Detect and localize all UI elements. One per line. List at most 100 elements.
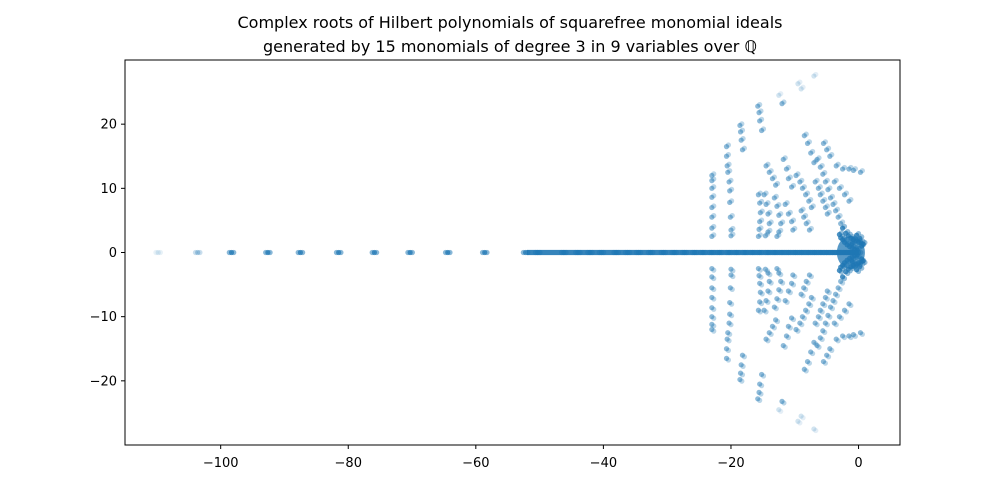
data-point bbox=[727, 188, 733, 194]
x-tick-label: −60 bbox=[462, 456, 489, 471]
data-point bbox=[768, 168, 774, 174]
data-point bbox=[765, 211, 771, 217]
data-point bbox=[822, 320, 828, 326]
data-point bbox=[757, 397, 763, 403]
data-point bbox=[783, 166, 790, 172]
data-point bbox=[295, 249, 301, 256]
data-point bbox=[689, 249, 695, 256]
data-point bbox=[808, 302, 814, 309]
data-point bbox=[711, 267, 717, 273]
data-point bbox=[824, 288, 830, 294]
data-point bbox=[725, 152, 732, 158]
data-point bbox=[806, 227, 813, 233]
data-point bbox=[711, 193, 717, 199]
data-point bbox=[838, 264, 844, 270]
data-point bbox=[808, 273, 814, 280]
data-point bbox=[709, 314, 715, 320]
data-point bbox=[374, 249, 380, 256]
data-point bbox=[711, 213, 717, 219]
data-point bbox=[537, 249, 543, 256]
data-point bbox=[758, 274, 764, 280]
data-point bbox=[832, 208, 839, 214]
data-point bbox=[820, 198, 826, 204]
data-point bbox=[800, 84, 806, 90]
data-point bbox=[810, 350, 816, 357]
data-point bbox=[800, 415, 806, 421]
data-point bbox=[622, 249, 629, 256]
data-point bbox=[832, 291, 839, 297]
data-point bbox=[757, 210, 763, 216]
data-point bbox=[822, 179, 828, 185]
data-point bbox=[796, 249, 803, 256]
data-point bbox=[778, 408, 784, 414]
data-point bbox=[405, 249, 411, 256]
data-point bbox=[782, 344, 788, 350]
data-point bbox=[805, 219, 811, 225]
data-point bbox=[709, 225, 715, 231]
data-point bbox=[755, 265, 762, 272]
data-point bbox=[757, 219, 763, 225]
data-point bbox=[787, 174, 793, 180]
data-point bbox=[769, 323, 776, 329]
data-point bbox=[821, 249, 828, 256]
data-point bbox=[727, 311, 733, 317]
data-point bbox=[782, 155, 788, 161]
data-point bbox=[563, 249, 569, 256]
data-point bbox=[835, 285, 841, 291]
data-point bbox=[694, 249, 700, 256]
data-point bbox=[747, 249, 754, 256]
data-point bbox=[763, 336, 769, 342]
data-point bbox=[758, 300, 765, 307]
data-point bbox=[763, 190, 769, 196]
data-point bbox=[520, 249, 526, 256]
data-point bbox=[763, 201, 769, 207]
data-point bbox=[801, 366, 807, 372]
data-point bbox=[723, 355, 730, 361]
data-point bbox=[760, 126, 767, 132]
data-point bbox=[827, 304, 834, 310]
data-point bbox=[793, 326, 799, 333]
data-point bbox=[596, 249, 602, 256]
data-point bbox=[737, 122, 743, 129]
data-point bbox=[820, 328, 826, 334]
data-point bbox=[738, 362, 744, 368]
data-point bbox=[711, 203, 717, 209]
data-point bbox=[778, 91, 784, 97]
data-point bbox=[726, 161, 732, 167]
data-point bbox=[585, 249, 591, 256]
data-point bbox=[859, 234, 865, 240]
data-point bbox=[808, 294, 814, 301]
data-point bbox=[633, 249, 639, 256]
data-point bbox=[835, 338, 841, 344]
data-point bbox=[709, 214, 715, 220]
data-point bbox=[758, 198, 765, 205]
data-point bbox=[815, 185, 821, 191]
data-point bbox=[827, 153, 833, 159]
data-point bbox=[830, 201, 836, 207]
data-point bbox=[862, 259, 868, 266]
data-point bbox=[847, 268, 853, 274]
data-point bbox=[799, 322, 805, 328]
data-point bbox=[798, 86, 804, 92]
data-point bbox=[797, 420, 803, 426]
data-point bbox=[770, 249, 776, 256]
data-point bbox=[830, 298, 836, 304]
data-point bbox=[803, 213, 809, 219]
data-point bbox=[801, 285, 807, 291]
data-point bbox=[797, 179, 803, 185]
data-point bbox=[790, 249, 796, 256]
data-point bbox=[758, 127, 765, 134]
data-point bbox=[806, 198, 812, 204]
data-point bbox=[798, 208, 804, 214]
data-point bbox=[764, 231, 770, 237]
data-point bbox=[806, 139, 813, 145]
data-point bbox=[803, 249, 809, 256]
data-point bbox=[155, 249, 161, 256]
data-point bbox=[785, 323, 791, 329]
data-point bbox=[740, 363, 746, 369]
data-point bbox=[808, 204, 814, 211]
data-point bbox=[778, 288, 784, 294]
data-point bbox=[755, 396, 761, 402]
data-point bbox=[780, 280, 786, 286]
data-points bbox=[153, 71, 868, 434]
